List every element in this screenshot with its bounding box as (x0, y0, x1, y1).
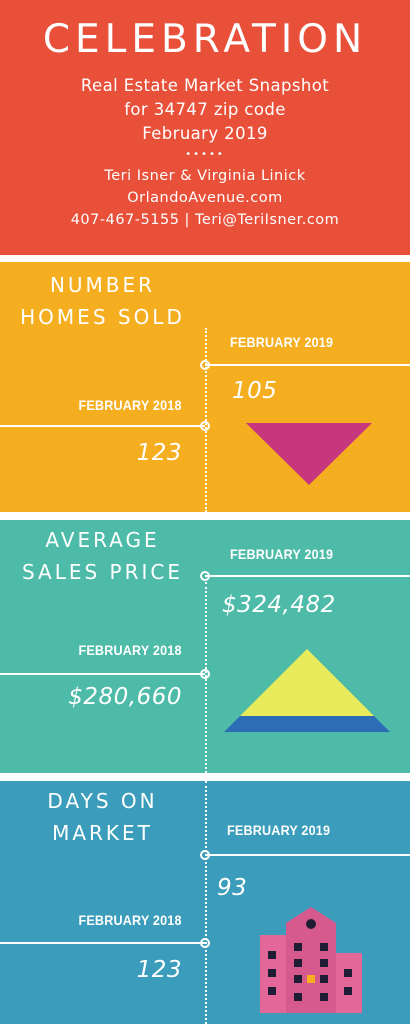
section-title-line-1: DAYS ON (47, 789, 158, 813)
previous-timeline-line (0, 425, 205, 427)
current-timeline-line (205, 575, 410, 577)
current-value: 105 (232, 378, 278, 404)
subtitle-line-2: for 34747 zip code (124, 100, 286, 119)
section-title-line-1: NUMBER (49, 273, 156, 297)
page-title: CELEBRATION (42, 17, 368, 62)
current-value: $324,482 (222, 592, 336, 618)
down-triangle-icon (246, 423, 372, 485)
previous-value: 123 (136, 440, 182, 466)
section-title-line-1: AVERAGE (45, 528, 160, 552)
previous-timeline-line (0, 942, 205, 944)
current-timeline-line (205, 364, 410, 366)
agents-name: Teri Isner & Virginia Linick (104, 168, 306, 184)
contact-info[interactable]: 407-467-5155 | Teri@TeriIsner.com (70, 212, 340, 228)
subtitle-line-3: February 2019 (142, 124, 268, 143)
pyramid-icon (224, 649, 390, 732)
dots-divider: ••••• (185, 149, 225, 160)
current-value: 93 (217, 875, 248, 901)
current-timeline-node (200, 850, 210, 860)
previous-value: 123 (136, 957, 182, 983)
section-homes-sold: NUMBER HOMES SOLD FEBRUARY 2019 105 FEBR… (0, 262, 410, 512)
current-period-label: FEBRUARY 2019 (230, 546, 334, 562)
current-period-label: FEBRUARY 2019 (230, 334, 334, 350)
section-sales-price: AVERAGE SALES PRICE FEBRUARY 2019 $324,4… (0, 520, 410, 773)
previous-period-label: FEBRUARY 2018 (78, 642, 182, 658)
previous-period-label: FEBRUARY 2018 (78, 397, 182, 413)
building-icon (260, 907, 362, 1013)
previous-timeline-line (0, 673, 205, 675)
subtitle-line-1: Real Estate Market Snapshot (80, 76, 330, 95)
timeline-divider (205, 328, 207, 512)
current-timeline-line (205, 854, 410, 856)
section-title-line-2: SALES PRICE (21, 560, 184, 584)
section-days-on-market: DAYS ON MARKET FEBRUARY 2019 93 FEBRUARY… (0, 781, 410, 1024)
previous-timeline-node (200, 669, 210, 679)
current-timeline-node (200, 571, 210, 581)
previous-timeline-node (200, 421, 210, 431)
previous-value: $280,660 (68, 684, 182, 710)
current-period-label: FEBRUARY 2019 (227, 822, 331, 838)
previous-timeline-node (200, 938, 210, 948)
current-timeline-node (200, 360, 210, 370)
timeline-divider (205, 781, 207, 1024)
website-link[interactable]: OrlandoAvenue.com (127, 190, 283, 206)
previous-period-label: FEBRUARY 2018 (78, 912, 182, 928)
section-title-line-2: MARKET (52, 821, 153, 845)
header-banner: CELEBRATION Real Estate Market Snapshot … (0, 0, 410, 255)
section-title-line-2: HOMES SOLD (20, 305, 185, 329)
